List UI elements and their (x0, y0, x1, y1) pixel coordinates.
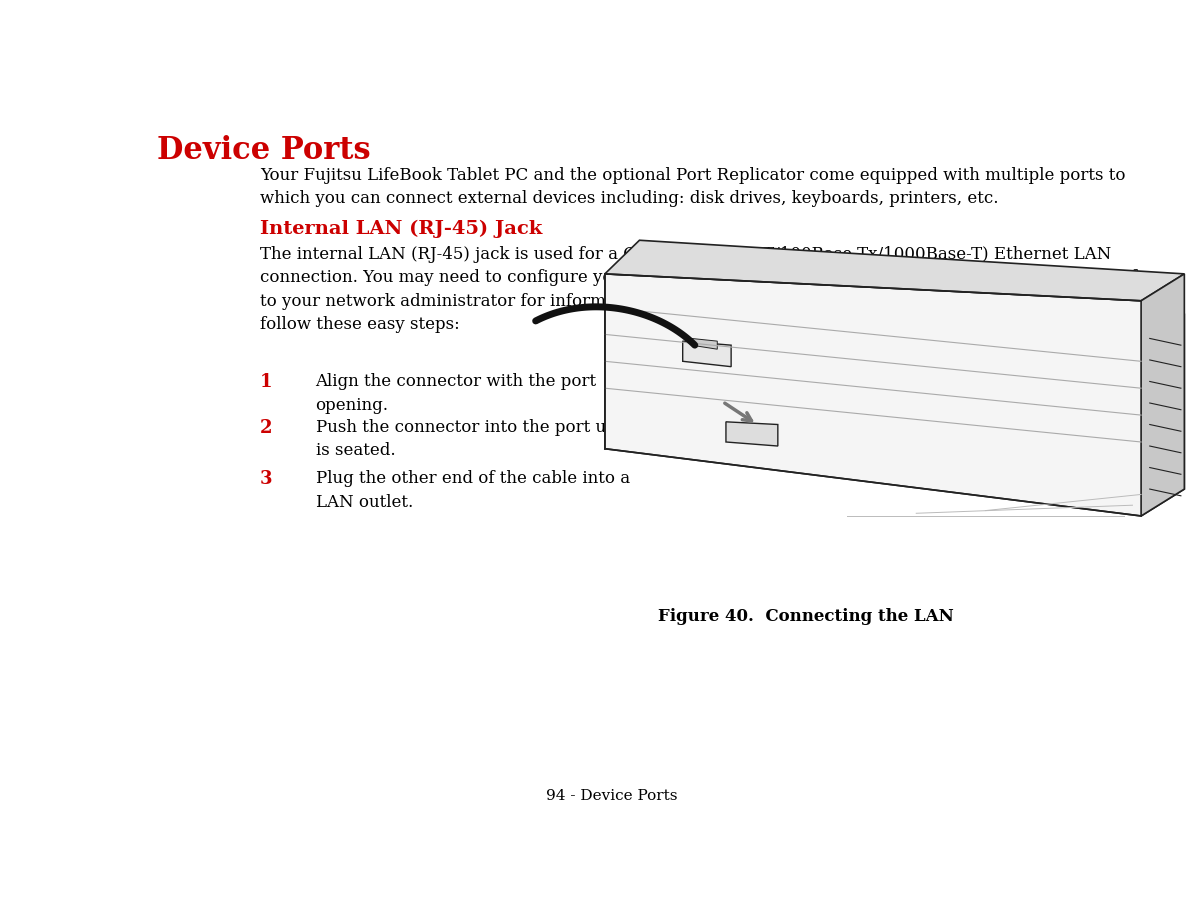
Text: Figure 40.  Connecting the LAN: Figure 40. Connecting the LAN (657, 608, 953, 624)
Text: Plug the other end of the cable into a
LAN outlet.: Plug the other end of the cable into a L… (315, 470, 630, 511)
Text: The internal LAN (RJ-45) jack is used for a Gigabit (10Base-T/100Base-Tx/1000Bas: The internal LAN (RJ-45) jack is used fo… (260, 246, 1155, 333)
Text: 94 - Device Ports: 94 - Device Ports (545, 790, 678, 803)
Text: Your Fujitsu LifeBook Tablet PC and the optional Port Replicator come equipped w: Your Fujitsu LifeBook Tablet PC and the … (260, 167, 1125, 207)
Text: 1: 1 (260, 373, 272, 392)
Polygon shape (725, 422, 778, 446)
Text: Align the connector with the port
opening.: Align the connector with the port openin… (315, 373, 596, 414)
Polygon shape (605, 274, 1185, 516)
Text: Internal LAN (RJ-45) Jack: Internal LAN (RJ-45) Jack (260, 219, 543, 238)
Text: Device Ports: Device Ports (156, 135, 370, 166)
Polygon shape (692, 338, 717, 349)
Text: 2: 2 (260, 418, 272, 436)
Text: 3: 3 (260, 470, 272, 488)
Polygon shape (1142, 274, 1185, 516)
Polygon shape (682, 341, 731, 367)
Text: Push the connector into the port until it
is seated.: Push the connector into the port until i… (315, 418, 650, 459)
Polygon shape (605, 240, 1185, 301)
